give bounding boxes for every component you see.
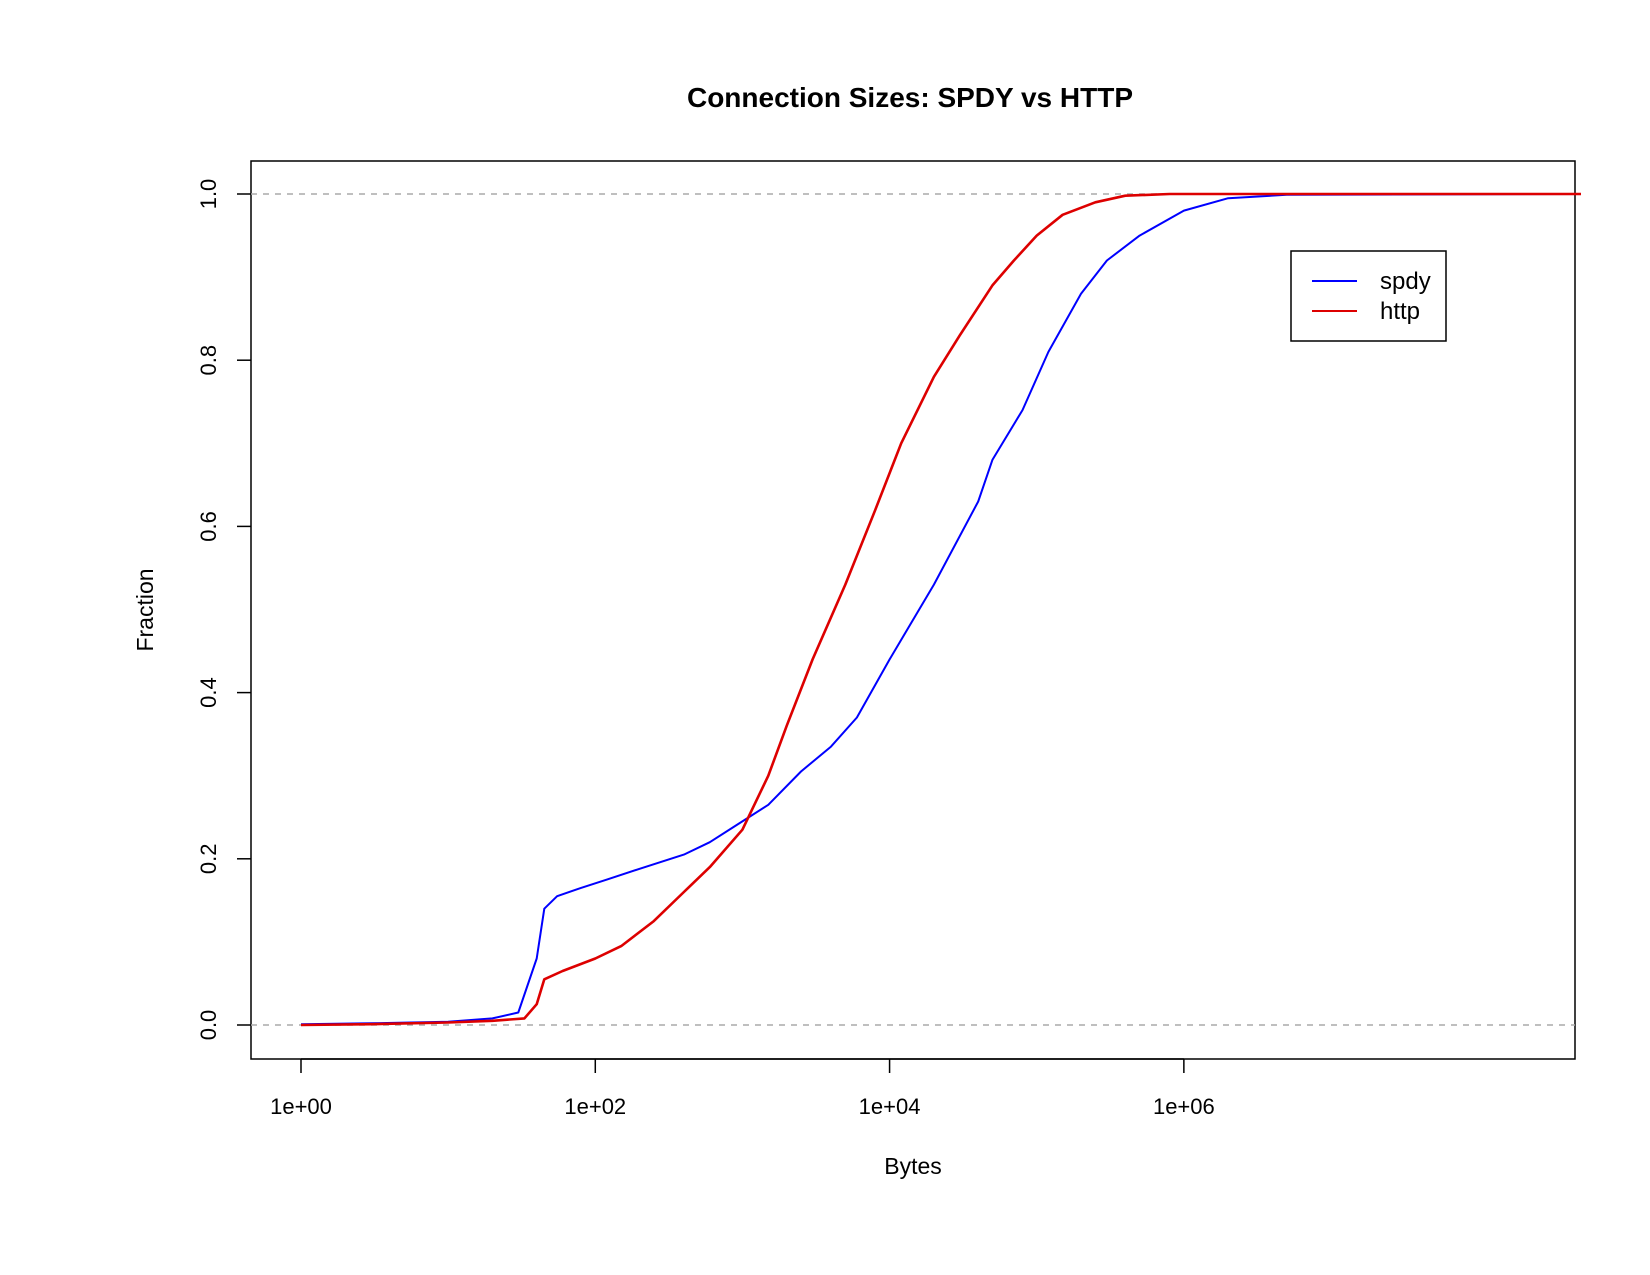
legend-box: [1290, 250, 1447, 342]
legend-label-http: http: [1380, 298, 1420, 325]
series-layer: [300, 192, 1582, 1027]
x-axis-label: Bytes: [884, 1153, 942, 1179]
legend-label-spdy: spdy: [1380, 268, 1431, 295]
y-axis: 0.0 0.2 0.4 0.6 0.8 1.0: [196, 179, 251, 1041]
y-tick-label: 1.0: [196, 179, 221, 210]
legend: spdy http: [1290, 250, 1447, 342]
chart-title: Connection Sizes: SPDY vs HTTP: [687, 82, 1133, 113]
x-tick-label: 1e+00: [270, 1094, 332, 1119]
series-line-http: [300, 192, 1581, 1027]
reference-lines: [251, 193, 1575, 1026]
x-axis: 1e+00 1e+02 1e+04 1e+06: [270, 1058, 1215, 1119]
y-axis-label: Fraction: [132, 568, 158, 651]
y-tick-label: 0.2: [196, 844, 221, 875]
y-tick-label: 0.4: [196, 677, 221, 708]
y-tick-label: 0.0: [196, 1010, 221, 1041]
y-tick-label: 0.8: [196, 345, 221, 376]
y-tick-label: 0.6: [196, 511, 221, 542]
series-line-spdy: [300, 193, 1582, 1026]
x-tick-label: 1e+02: [564, 1094, 626, 1119]
x-tick-label: 1e+04: [859, 1094, 921, 1119]
x-tick-label: 1e+06: [1153, 1094, 1215, 1119]
